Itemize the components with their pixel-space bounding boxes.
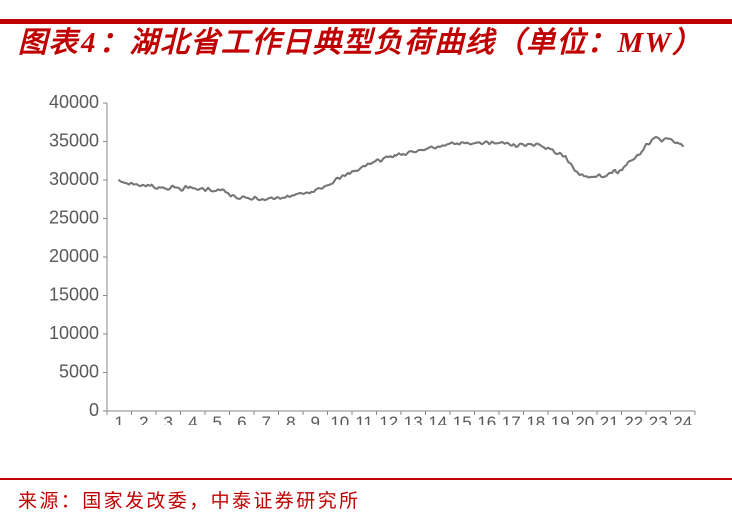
svg-text:20000: 20000: [49, 246, 99, 266]
svg-text:22: 22: [624, 413, 643, 425]
svg-text:16: 16: [477, 413, 496, 425]
svg-text:17: 17: [502, 413, 521, 425]
svg-text:2: 2: [139, 413, 148, 425]
svg-text:19: 19: [551, 413, 570, 425]
svg-text:11: 11: [355, 413, 373, 425]
svg-text:25000: 25000: [49, 207, 99, 227]
svg-text:1: 1: [114, 413, 123, 425]
svg-text:24: 24: [673, 413, 692, 425]
svg-text:6: 6: [237, 413, 246, 425]
svg-text:30000: 30000: [49, 169, 99, 189]
svg-text:7: 7: [261, 413, 270, 425]
svg-text:15: 15: [453, 413, 472, 425]
svg-text:5000: 5000: [59, 361, 99, 381]
svg-text:10000: 10000: [49, 323, 99, 343]
svg-text:35000: 35000: [49, 130, 99, 150]
svg-text:0: 0: [89, 400, 99, 420]
svg-text:21: 21: [600, 413, 619, 425]
svg-text:8: 8: [286, 413, 295, 425]
svg-text:18: 18: [526, 413, 545, 425]
svg-text:40000: 40000: [49, 95, 99, 112]
svg-text:20: 20: [575, 413, 594, 425]
svg-text:9: 9: [310, 413, 319, 425]
svg-text:23: 23: [649, 413, 668, 425]
svg-text:4: 4: [188, 413, 197, 425]
svg-text:10: 10: [330, 413, 349, 425]
svg-text:13: 13: [404, 413, 423, 425]
svg-text:14: 14: [428, 413, 447, 425]
svg-text:3: 3: [163, 413, 172, 425]
svg-text:5: 5: [212, 413, 221, 425]
svg-text:12: 12: [379, 413, 398, 425]
svg-text:15000: 15000: [49, 284, 99, 304]
